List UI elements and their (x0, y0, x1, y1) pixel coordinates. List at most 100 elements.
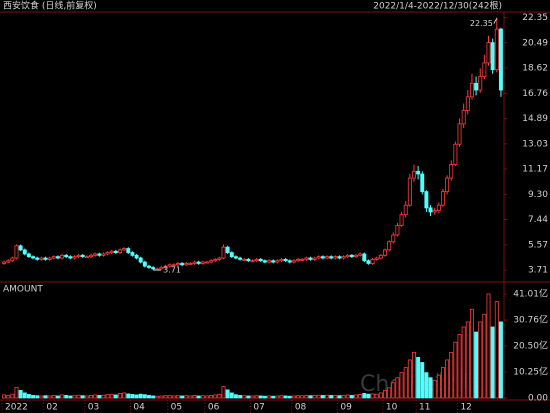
volume-bar (233, 394, 238, 399)
y-tick-label: 20.50亿 (513, 340, 548, 352)
candle-body (494, 28, 499, 71)
y-tick-label: 13.03 (522, 139, 548, 149)
candle-body (217, 257, 222, 260)
volume-bar (453, 341, 458, 399)
volume-bar (225, 389, 230, 399)
max-arrow (493, 18, 498, 24)
candle-body (291, 260, 296, 263)
volume-bar (80, 395, 85, 399)
volume-bar (354, 394, 358, 399)
volume-bar (196, 395, 201, 399)
candle-body (171, 264, 176, 267)
volume-bar (93, 394, 98, 399)
volume-bar (275, 395, 280, 399)
candle-body (258, 258, 263, 262)
candle-body (188, 263, 193, 265)
candle-body (403, 204, 408, 216)
volume-bar (287, 395, 292, 399)
volume-bar (242, 395, 247, 399)
volume-bar (250, 395, 255, 399)
x-tick-label: 05 (171, 403, 182, 413)
volume-bar (420, 362, 425, 399)
candle-body (18, 245, 23, 251)
volume-bar (457, 334, 462, 399)
volume-bar (494, 301, 499, 399)
volume-bar (105, 394, 110, 399)
candle-body (209, 260, 214, 263)
candle-body (89, 254, 93, 258)
volume-bar (200, 395, 205, 399)
volume-bar (60, 394, 65, 399)
volume-bar (291, 395, 296, 399)
candle-body (262, 260, 267, 263)
volume-bar (171, 395, 176, 399)
volume-bar (498, 321, 503, 399)
volume-bar (300, 395, 305, 399)
candle-body (469, 82, 474, 98)
volume-bar (109, 393, 114, 399)
volume-bar (31, 395, 36, 399)
candle-body (424, 191, 429, 209)
volume-bar (403, 367, 408, 399)
candle-body (271, 260, 276, 263)
candle-body (35, 257, 40, 260)
x-tick-label: 12 (460, 403, 471, 413)
candle-body (304, 257, 309, 260)
volume-bar (469, 308, 474, 399)
candle-body (370, 258, 375, 264)
volume-bar (122, 392, 127, 399)
candle-body (126, 248, 131, 254)
x-tick-label: 10 (386, 403, 398, 413)
x-tick-label: 04 (133, 403, 145, 413)
volume-bar (296, 395, 301, 399)
candle-body (6, 260, 11, 263)
volume-bar (370, 393, 375, 399)
y-tick-label: 0.00 (528, 394, 548, 404)
volume-bar (362, 393, 367, 399)
volume-bar (213, 394, 218, 399)
candle-body (320, 256, 325, 259)
candle-body (167, 264, 172, 267)
volume-bar (424, 372, 429, 399)
volume-bar (428, 377, 433, 399)
volume-bar (320, 395, 325, 399)
candle-body (196, 261, 201, 264)
volume-bar (68, 395, 73, 399)
volume-bar (113, 394, 118, 399)
candle-body (101, 253, 106, 256)
candle-body (221, 246, 226, 259)
volume-bar (238, 395, 243, 399)
volume-bar (486, 293, 491, 399)
candle-body (175, 263, 180, 266)
candle-body (39, 257, 44, 260)
y-tick-label: 16.76 (522, 89, 548, 99)
candle-body (200, 261, 205, 264)
volume-bar (271, 395, 276, 399)
volume-bar (395, 377, 400, 399)
y-tick-label: 10.25亿 (513, 366, 548, 378)
volume-bar (18, 389, 23, 399)
volume-bar (192, 395, 197, 399)
volume-bar (490, 326, 495, 399)
candle-body (43, 257, 48, 260)
volume-bar (101, 394, 106, 399)
candle-body (275, 260, 280, 263)
candle-body (478, 76, 483, 91)
candle-body (358, 253, 363, 256)
candle-body (432, 210, 437, 213)
volume-bar (163, 395, 168, 399)
volume-bar (180, 395, 185, 399)
volume-bar (304, 395, 309, 399)
volume-bar (399, 372, 404, 399)
x-tick-label: 07 (253, 403, 264, 413)
candle-body (337, 256, 342, 259)
y-tick-label: 7.44 (528, 215, 548, 225)
candle-body (151, 267, 156, 270)
volume-bar (449, 351, 454, 399)
candle-body (374, 257, 379, 260)
volume-bar (345, 394, 350, 399)
candle-body (395, 225, 400, 236)
candle-body (55, 256, 60, 259)
volume-bar (167, 395, 172, 399)
